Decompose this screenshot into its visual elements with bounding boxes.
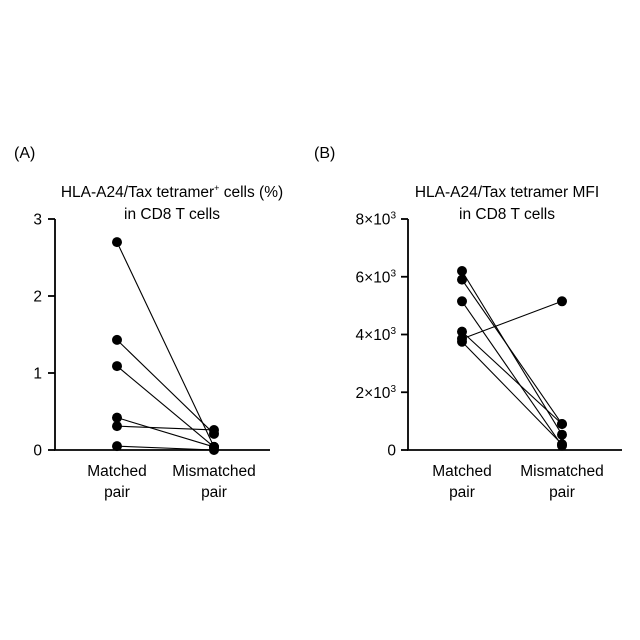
point-matched-1 [112,335,122,345]
point-matched-2 [112,361,122,371]
panel-b-title-line1: HLA-A24/Tax tetramer MFI [415,184,599,201]
pair-line-1 [462,280,562,424]
pair-line-2 [462,301,562,445]
x-category-label-0-line-1: pair [449,484,475,501]
y-tick-label-0: 0 [387,443,396,460]
x-category-label-0-line-1: pair [104,484,130,501]
panel-a-label: (A) [14,145,35,162]
panel-a-title-line2: in CD8 T cells [124,206,220,223]
point-mismatched-4 [557,296,567,306]
point-mismatched-5 [557,439,567,449]
panel-b-y-ticks: 0 2×103 4×103 6×103 8×103 [356,211,408,460]
y-tick-label-0: 0 [33,443,42,460]
panel-b-pair-lines [462,271,562,446]
panel-a-pair-lines [117,242,214,450]
x-category-label-1-line-1: pair [201,484,227,501]
point-matched-5 [112,441,122,451]
y-tick-label-3: 3 [33,212,42,229]
point-matched-1 [457,275,467,285]
point-mismatched-5 [209,445,219,455]
point-matched-5 [457,337,467,347]
panel-b-label: (B) [314,145,335,162]
point-mismatched-4 [209,425,219,435]
panel-a-y-ticks: 0 1 2 3 [33,212,55,460]
x-category-label-1-line-1: pair [549,484,575,501]
y-tick-label-3: 6×103 [356,268,397,286]
y-tick-label-4: 8×103 [356,211,397,229]
point-matched-2 [457,296,467,306]
panel-b-points [457,266,567,451]
pair-line-4 [462,301,562,339]
point-matched-0 [112,237,122,247]
panel-a-title-line1: HLA-A24/Tax tetramer+ cells (%) [61,183,283,201]
pair-line-4 [117,426,214,430]
x-category-label-1-line-0: Mismatched [172,463,256,480]
pair-line-3 [462,332,562,424]
point-mismatched-0 [557,430,567,440]
panel-a-x-labels: Matched pair Mismatched pair [87,463,256,501]
pair-line-3 [117,418,214,447]
panel-b: (B) HLA-A24/Tax tetramer MFI in CD8 T ce… [314,145,622,501]
x-category-label-0-line-0: Matched [87,463,146,480]
point-matched-4 [112,421,122,431]
panel-a: (A) HLA-A24/Tax tetramer+ cells (%) in C… [14,145,283,501]
pair-line-5 [462,342,562,445]
y-tick-label-2: 4×103 [356,326,397,344]
panel-b-x-labels: Matched pair Mismatched pair [432,463,604,501]
y-tick-label-1: 1 [33,366,42,383]
y-tick-label-2: 2 [33,289,42,306]
pair-line-0 [117,242,214,447]
panel-b-title-line2: in CD8 T cells [459,206,555,223]
pair-line-1 [117,340,214,434]
pair-line-2 [117,366,214,447]
x-category-label-1-line-0: Mismatched [520,463,604,480]
point-mismatched-3 [557,419,567,429]
y-tick-label-1: 2×103 [356,384,397,402]
x-category-label-0-line-0: Matched [432,463,491,480]
point-matched-0 [457,266,467,276]
